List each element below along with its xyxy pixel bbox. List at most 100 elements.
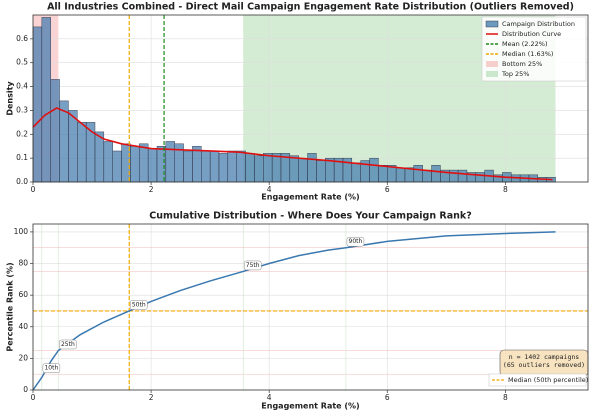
y-tick-label: 20 [18, 353, 28, 362]
histogram-bar [271, 153, 282, 183]
x-tick-label: 4 [267, 393, 272, 402]
histogram-bar [209, 150, 220, 183]
legend-label: Top 25% [501, 70, 529, 78]
histogram-bar [41, 17, 51, 183]
annotation-box [42, 363, 61, 373]
histogram-bar [422, 169, 432, 183]
y-tick-label: 0.1 [16, 153, 28, 162]
histogram-bar [218, 153, 229, 183]
annotation-label: 50th [132, 301, 146, 308]
y-tick-label: 0.4 [16, 82, 28, 91]
legend-label: Median (50th percentile) [508, 376, 588, 384]
y-tick-label: 80 [18, 259, 28, 268]
histogram-bar [413, 165, 423, 183]
annotation-box [59, 339, 77, 350]
x-axis-label: Engagement Rate (%) [261, 402, 359, 411]
legend-swatch [485, 20, 499, 28]
histogram-bar [254, 155, 264, 183]
histogram-bar [307, 153, 317, 183]
histogram-bar [201, 150, 211, 183]
annotation-label: 25th [61, 341, 75, 348]
y-tick-label: 0.5 [16, 58, 28, 67]
x-tick-label: 6 [385, 185, 390, 194]
annotation-label: 90th [349, 238, 363, 245]
histogram-bar [227, 150, 237, 183]
histogram-bar [156, 146, 167, 183]
y-tick-label: 0.6 [16, 34, 28, 43]
legend-label: Median (1.63%) [502, 50, 553, 58]
histogram-bar [183, 150, 193, 183]
histogram-bar [369, 157, 379, 183]
percentile-annotation: 75th [243, 260, 262, 271]
x-tick-label: 4 [267, 185, 272, 194]
chart-title: All Industries Combined - Direct Mail Ca… [47, 2, 574, 13]
histogram-bar [50, 79, 60, 183]
stats-text: (65 outliers removed) [503, 361, 585, 369]
density-curve [32, 107, 553, 181]
y-tick-label: 40 [18, 322, 28, 331]
histogram-bar [32, 26, 43, 183]
histogram-bar [139, 143, 149, 183]
histogram-bar [112, 150, 122, 183]
x-tick-label: 2 [149, 185, 154, 194]
histogram-bar [103, 141, 113, 183]
annotation-box [346, 236, 365, 247]
y-tick-label: 0.3 [16, 105, 28, 114]
x-tick-label: 8 [503, 185, 508, 194]
y-tick-label: 0 [23, 385, 28, 394]
histogram-bar [457, 169, 468, 183]
y-tick-label: 60 [18, 290, 28, 299]
histogram-bar [475, 172, 485, 183]
y-axis-label: Percentile Rank (%) [6, 262, 15, 351]
legend-label: Campaign Distribution [502, 20, 575, 28]
x-tick-label: 0 [31, 393, 36, 402]
x-axis-label: Engagement Rate (%) [261, 193, 359, 202]
x-tick-label: 2 [149, 393, 154, 402]
annotation-box [243, 260, 262, 271]
legend-swatch [486, 71, 498, 77]
stats-text: n = 1402 campaigns [509, 353, 580, 361]
histogram-bar [449, 169, 459, 183]
histogram-bar [68, 110, 78, 183]
legend-label: Distribution Curve [502, 30, 561, 38]
annotation-label: 10th [44, 365, 58, 372]
histogram-bar [351, 162, 361, 183]
histogram-bar [289, 155, 299, 183]
legend-label: Mean (2.22%) [502, 40, 548, 48]
annotation-label: 75th [246, 262, 260, 269]
x-tick-label: 0 [31, 185, 36, 194]
plot-frame [32, 14, 589, 183]
percentile-annotation: 50th [129, 300, 148, 310]
histogram-bar [395, 167, 406, 183]
legend-label: Bottom 25% [502, 60, 542, 68]
legend-swatch [486, 61, 498, 67]
percentile-annotation: 10th [42, 363, 61, 373]
histogram-bar [94, 131, 105, 183]
histogram-bar [236, 150, 246, 183]
histogram-bar [130, 146, 140, 183]
legend-box [481, 16, 587, 82]
histogram-bar [165, 141, 175, 183]
y-tick-label: 0.2 [16, 129, 28, 138]
cdf-line [32, 231, 556, 391]
x-tick-label: 6 [385, 393, 390, 402]
legend: Campaign Distribution Distribution Curve M… [481, 16, 587, 82]
chart-title: Cumulative Distribution - Where Does You… [149, 211, 471, 222]
plot-frame [32, 223, 589, 391]
histogram-bar [245, 153, 255, 183]
x-tick-label: 8 [503, 393, 508, 402]
annotation-box [129, 300, 148, 310]
histogram-bar [147, 148, 158, 183]
histogram-bar [316, 160, 326, 183]
legend-box [488, 373, 587, 387]
y-tick-label: 100 [14, 227, 29, 236]
y-tick-label: 0.0 [16, 177, 28, 186]
histogram-bar [431, 165, 441, 183]
y-axis-label: Density [6, 81, 15, 116]
histogram-bar [263, 153, 273, 183]
histogram-bar [77, 122, 87, 183]
histogram-bar [298, 157, 308, 183]
percentile-annotation: 25th [59, 339, 77, 350]
histogram-bar [378, 165, 388, 183]
